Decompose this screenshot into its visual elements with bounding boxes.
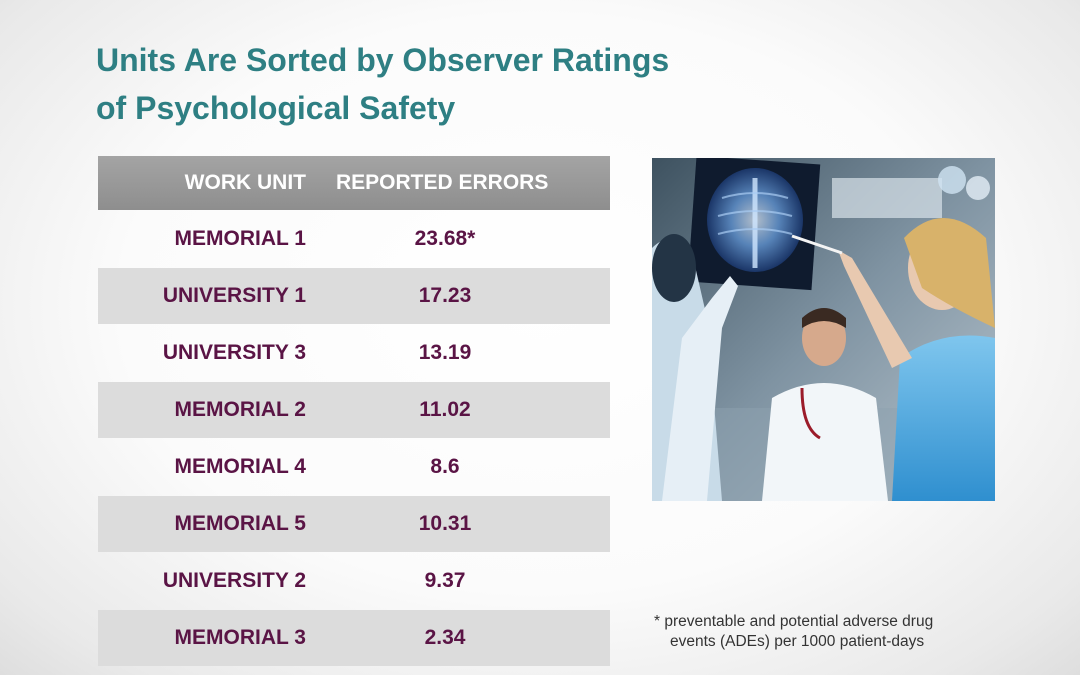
unit-cell: UNIVERSITY 1 (162, 284, 306, 307)
errors-cell: 8.6 (430, 455, 460, 478)
unit-cell: MEMORIAL 1 (174, 227, 306, 250)
table-header: WORK UNIT REPORTED ERRORS (98, 156, 610, 210)
footnote: * preventable and potential adverse drug… (654, 612, 994, 652)
table-row: UNIVERSITY 1 17.23 (98, 268, 610, 324)
table-row: MEMORIAL 3 2.34 (98, 610, 610, 666)
title-line-1: Units Are Sorted by Observer Ratings (96, 42, 670, 78)
table-row: UNIVERSITY 2 9.37 (98, 553, 610, 609)
footnote-line-2: events (ADEs) per 1000 patient-days (670, 633, 925, 650)
errors-cell: 11.02 (419, 398, 471, 421)
table-row: UNIVERSITY 3 13.19 (98, 325, 610, 381)
unit-cell: MEMORIAL 5 (174, 512, 306, 535)
slide-title: Units Are Sorted by Observer Ratings of … (96, 36, 796, 132)
unit-cell: UNIVERSITY 3 (162, 341, 306, 364)
table-row: MEMORIAL 2 11.02 (98, 382, 610, 438)
header-work-unit: WORK UNIT (184, 171, 306, 194)
errors-cell: 13.19 (418, 341, 472, 364)
table-row: MEMORIAL 4 8.6 (98, 439, 610, 495)
errors-cell: 9.37 (424, 569, 466, 592)
header-reported-errors: REPORTED ERRORS (336, 171, 549, 194)
errors-cell: 23.68* (414, 227, 476, 250)
errors-cell: 2.34 (424, 626, 466, 649)
unit-cell: MEMORIAL 4 (174, 455, 306, 478)
title-line-2: of Psychological Safety (96, 90, 456, 126)
unit-cell: MEMORIAL 3 (174, 626, 306, 649)
table-row: MEMORIAL 5 10.31 (98, 496, 610, 552)
errors-table: WORK UNIT REPORTED ERRORS MEMORIAL 1 23.… (98, 156, 610, 666)
errors-cell: 17.23 (418, 284, 472, 307)
xray-scene-illustration (652, 158, 995, 501)
footnote-line-1: * preventable and potential adverse drug (654, 613, 934, 630)
errors-cell: 10.31 (418, 512, 472, 535)
hospital-xray-photo (652, 158, 995, 501)
unit-cell: UNIVERSITY 2 (162, 569, 306, 592)
table-row: MEMORIAL 1 23.68* (98, 211, 610, 267)
unit-cell: MEMORIAL 2 (174, 398, 306, 421)
